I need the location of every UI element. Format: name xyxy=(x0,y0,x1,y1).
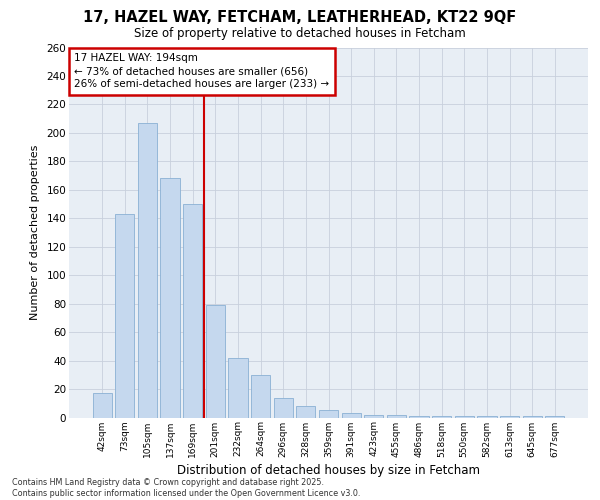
Bar xyxy=(545,416,565,418)
Bar xyxy=(115,214,134,418)
Bar xyxy=(296,406,316,417)
Text: 17, HAZEL WAY, FETCHAM, LEATHERHEAD, KT22 9QF: 17, HAZEL WAY, FETCHAM, LEATHERHEAD, KT2… xyxy=(83,10,517,25)
X-axis label: Distribution of detached houses by size in Fetcham: Distribution of detached houses by size … xyxy=(177,464,480,476)
Bar xyxy=(206,305,225,418)
Text: Size of property relative to detached houses in Fetcham: Size of property relative to detached ho… xyxy=(134,28,466,40)
Bar xyxy=(364,414,383,418)
Bar xyxy=(251,375,270,418)
Bar xyxy=(455,416,474,418)
Bar xyxy=(387,414,406,418)
Bar xyxy=(183,204,202,418)
Text: Contains HM Land Registry data © Crown copyright and database right 2025.
Contai: Contains HM Land Registry data © Crown c… xyxy=(12,478,361,498)
Bar xyxy=(229,358,248,418)
Bar xyxy=(138,123,157,418)
Bar xyxy=(523,416,542,418)
Bar xyxy=(92,394,112,417)
Bar xyxy=(160,178,180,418)
Bar xyxy=(341,413,361,418)
Text: 17 HAZEL WAY: 194sqm
← 73% of detached houses are smaller (656)
26% of semi-deta: 17 HAZEL WAY: 194sqm ← 73% of detached h… xyxy=(74,53,329,90)
Bar xyxy=(432,416,451,418)
Bar xyxy=(409,416,428,418)
Bar xyxy=(500,416,519,418)
Bar xyxy=(274,398,293,417)
Bar xyxy=(477,416,497,418)
Y-axis label: Number of detached properties: Number of detached properties xyxy=(29,145,40,320)
Bar xyxy=(319,410,338,418)
